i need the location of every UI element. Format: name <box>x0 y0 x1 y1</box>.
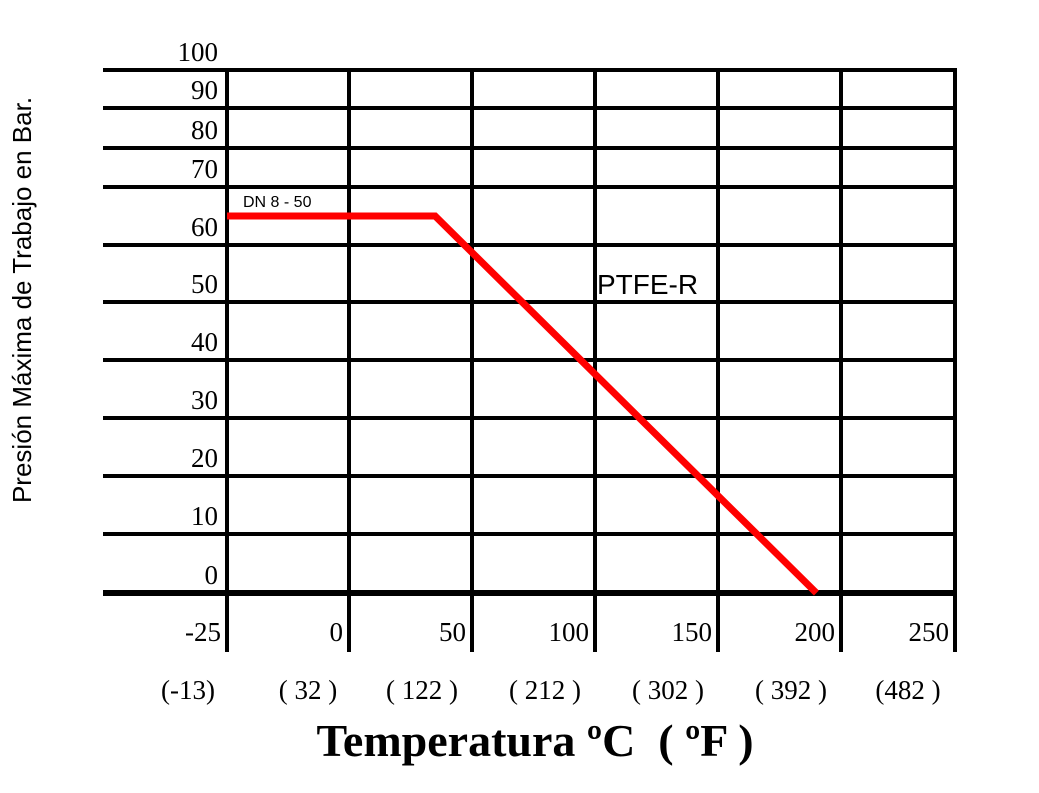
x-tick-labels-fahrenheit: (-13) ( 32 ) ( 122 ) ( 212 ) ( 302 ) ( 392 ) (… <box>161 675 941 705</box>
x-tick-label-fahrenheit: ( 32 ) <box>279 675 337 705</box>
x-tick-label-fahrenheit: ( 212 ) <box>509 675 581 705</box>
x-tick-label: 200 <box>795 617 836 647</box>
y-tick-label: 30 <box>191 385 218 415</box>
x-tick-label-fahrenheit: (-13) <box>161 675 215 705</box>
x-tick-labels: -25 0 50 100 150 200 250 <box>185 617 949 647</box>
x-tick-label-fahrenheit: (482 ) <box>875 675 940 705</box>
x-tick-label: 250 <box>909 617 950 647</box>
y-tick-label: 90 <box>191 75 218 105</box>
y-tick-label: 0 <box>205 560 219 590</box>
y-axis-label: Presión Máxima de Trabajo en Bar. <box>7 97 37 503</box>
y-tick-label: 40 <box>191 327 218 357</box>
x-tick-label-fahrenheit: ( 122 ) <box>386 675 458 705</box>
annotation-dn: DN 8 - 50 <box>243 194 312 211</box>
series-line-ptfe-r <box>227 212 819 596</box>
x-tick-label-fahrenheit: ( 392 ) <box>755 675 827 705</box>
y-tick-label: 80 <box>191 115 218 145</box>
y-tick-label: 50 <box>191 269 218 299</box>
y-tick-label: 20 <box>191 443 218 473</box>
x-tick-label: -25 <box>185 617 221 647</box>
x-tick-label-fahrenheit: ( 302 ) <box>632 675 704 705</box>
x-tick-label: 100 <box>549 617 590 647</box>
y-tick-label: 70 <box>191 154 218 184</box>
y-tick-label: 10 <box>191 501 218 531</box>
y-tick-label: 100 <box>178 37 219 67</box>
x-tick-label: 0 <box>330 617 344 647</box>
x-axis-label: Temperatura ºC ( ºF ) <box>316 715 753 766</box>
annotation-series-label: PTFE-R <box>597 269 698 300</box>
y-tick-label: 60 <box>191 212 218 242</box>
x-tick-label: 150 <box>672 617 713 647</box>
x-tick-label: 50 <box>439 617 466 647</box>
grid <box>103 68 957 652</box>
